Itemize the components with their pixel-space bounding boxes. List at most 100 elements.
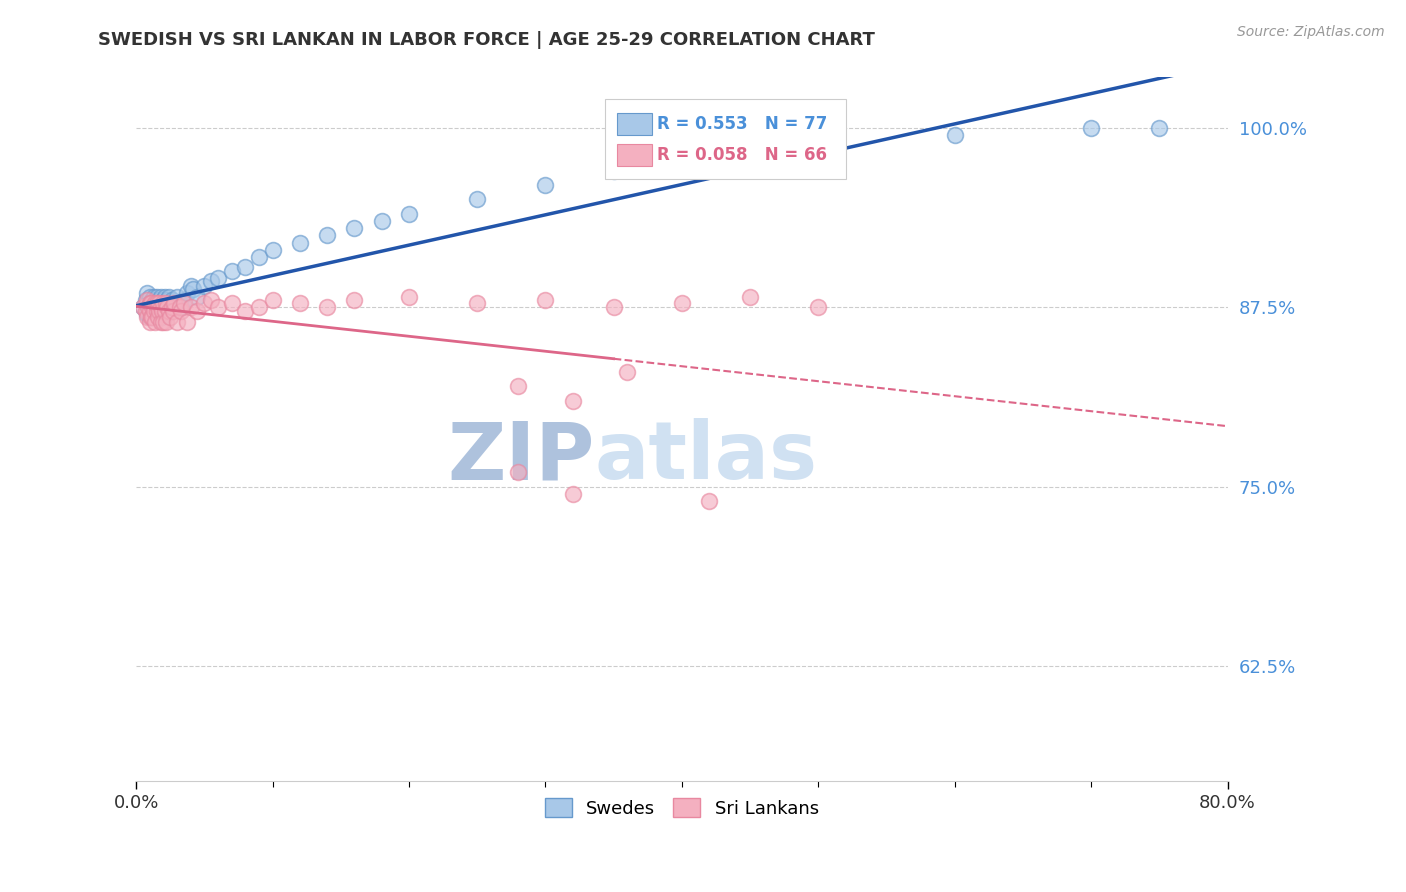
Point: [193, 296, 215, 310]
Point: [159, 310, 181, 325]
Point: [152, 314, 174, 328]
Point: [160, 300, 183, 314]
Point: [288, 296, 311, 310]
Point: [398, 290, 420, 304]
Point: [141, 310, 163, 325]
Point: [233, 260, 256, 274]
Point: [146, 296, 169, 310]
Point: [262, 293, 284, 307]
Point: [162, 304, 184, 318]
Point: [534, 178, 557, 193]
Point: [152, 293, 174, 307]
Point: [602, 163, 624, 178]
Point: [1149, 120, 1171, 135]
Text: Source: ZipAtlas.com: Source: ZipAtlas.com: [1237, 25, 1385, 39]
Point: [465, 193, 488, 207]
Point: [157, 299, 180, 313]
Point: [288, 235, 311, 250]
Point: [170, 300, 193, 314]
Point: [145, 299, 167, 313]
Point: [152, 296, 174, 310]
Point: [136, 293, 159, 307]
Point: [148, 300, 170, 314]
Point: [155, 307, 177, 321]
Point: [138, 300, 160, 314]
Point: [943, 128, 966, 142]
Point: [141, 300, 163, 314]
Point: [155, 296, 177, 310]
Point: [143, 300, 166, 314]
Point: [138, 304, 160, 318]
Point: [132, 300, 155, 314]
Point: [150, 297, 173, 311]
Point: [316, 300, 339, 314]
Point: [180, 278, 202, 293]
Point: [141, 300, 163, 314]
Point: [139, 296, 162, 310]
Text: ZIP: ZIP: [447, 418, 595, 496]
Point: [150, 310, 173, 325]
Point: [561, 393, 583, 408]
Text: SWEDISH VS SRI LANKAN IN LABOR FORCE | AGE 25-29 CORRELATION CHART: SWEDISH VS SRI LANKAN IN LABOR FORCE | A…: [98, 31, 876, 49]
Point: [139, 314, 162, 328]
Point: [143, 314, 166, 328]
Point: [233, 304, 256, 318]
Point: [142, 304, 165, 318]
Point: [157, 290, 180, 304]
Point: [139, 290, 162, 304]
Point: [262, 243, 284, 257]
Point: [142, 290, 165, 304]
Point: [247, 300, 270, 314]
Point: [221, 264, 243, 278]
Point: [207, 300, 229, 314]
Text: atlas: atlas: [595, 418, 818, 496]
Point: [807, 300, 830, 314]
Point: [139, 300, 162, 314]
Point: [193, 278, 215, 293]
Point: [169, 300, 191, 314]
Point: [602, 300, 624, 314]
Point: [163, 299, 186, 313]
Point: [398, 207, 420, 221]
Point: [157, 304, 180, 318]
Point: [156, 300, 179, 314]
Point: [506, 465, 529, 479]
Point: [155, 314, 177, 328]
Point: [141, 293, 163, 307]
Point: [149, 314, 172, 328]
Point: [200, 274, 222, 288]
Point: [697, 494, 720, 508]
Point: [146, 300, 169, 314]
Point: [173, 293, 195, 307]
Point: [163, 296, 186, 310]
Point: [139, 310, 162, 325]
Point: [145, 296, 167, 310]
Point: [162, 300, 184, 314]
Point: [139, 296, 162, 310]
Point: [221, 296, 243, 310]
Point: [145, 300, 167, 314]
Point: [160, 293, 183, 307]
FancyBboxPatch shape: [617, 112, 652, 135]
Point: [146, 304, 169, 318]
Point: [159, 296, 181, 310]
Point: [170, 304, 193, 318]
Point: [142, 300, 165, 314]
FancyBboxPatch shape: [606, 98, 845, 179]
Point: [207, 271, 229, 285]
Point: [671, 156, 693, 170]
Point: [148, 296, 170, 310]
Point: [142, 297, 165, 311]
Point: [166, 290, 188, 304]
Point: [159, 300, 181, 314]
Point: [149, 300, 172, 314]
Point: [176, 314, 198, 328]
Point: [200, 293, 222, 307]
Point: [671, 296, 693, 310]
Point: [370, 214, 392, 228]
Point: [136, 307, 159, 321]
Point: [136, 310, 159, 325]
Point: [139, 310, 162, 325]
Point: [142, 310, 165, 325]
Point: [143, 293, 166, 307]
